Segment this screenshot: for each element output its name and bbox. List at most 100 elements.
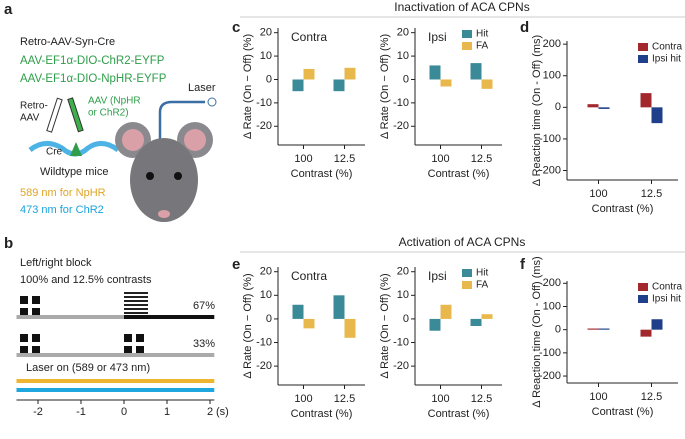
x-axis-label: Contrast (%) (592, 203, 654, 215)
stimulus (32, 338, 36, 342)
y-axis-label: Δ Rate (On − Off) (%) (242, 34, 254, 139)
cre-label: Cre (46, 147, 63, 158)
bar (640, 329, 652, 337)
section-title: Inactivation of ACA CPNs (394, 0, 529, 14)
laser-label: Laser (188, 82, 216, 94)
x-axis-label: Contrast (%) (291, 168, 353, 180)
y-tick-label: 20 (397, 266, 409, 278)
bar (651, 107, 663, 124)
stimulus (20, 338, 24, 342)
virus-label: AAV-EF1α-DIO-ChR2-EYFP (20, 55, 165, 67)
stimulus (20, 296, 24, 300)
panel-label: d (520, 19, 529, 36)
y-tick-label: -10 (393, 97, 409, 109)
x-tick-label: 12.5 (334, 153, 355, 165)
y-tick-label: 10 (260, 50, 272, 62)
stimulus (20, 312, 24, 316)
y-tick-label: 20 (397, 27, 409, 39)
legend-label: FA (476, 280, 489, 291)
fiber (158, 100, 205, 142)
legend-label: Ipsi hit (652, 294, 681, 305)
bar (344, 67, 356, 80)
y-tick-label: 200 (543, 277, 561, 289)
y-tick-label: -200 (539, 370, 561, 382)
y-tick-label: -10 (393, 336, 409, 348)
mouse-ear (184, 129, 206, 151)
chart-title: Ipsi (428, 30, 447, 44)
bar (429, 65, 441, 80)
y-tick-label: 100 (543, 70, 561, 82)
stimulus (124, 312, 148, 314)
x-tick-label: 100 (294, 393, 312, 405)
aav-label: or ChR2) (88, 108, 129, 119)
legend-label: Ipsi hit (652, 54, 681, 65)
stimulus (32, 334, 36, 338)
y-tick-label: 10 (397, 289, 409, 301)
x-tick-label: 12.5 (471, 153, 492, 165)
bar (470, 318, 482, 326)
x-tick-label: 12.5 (641, 188, 662, 200)
stimulus (36, 308, 40, 312)
y-tick-label: 10 (260, 289, 272, 301)
bar (333, 295, 345, 319)
panel-label: e (232, 256, 240, 273)
y-tick-label: 20 (260, 266, 272, 278)
y-tick-label: 0 (555, 101, 561, 113)
virus-label: Retro-AAV-Syn-Cre (20, 36, 115, 48)
stimulus (128, 350, 132, 354)
time-tick-label: -2 (33, 406, 43, 418)
bar (333, 79, 345, 92)
y-tick-label: 20 (260, 27, 272, 39)
y-tick-label: -20 (256, 360, 272, 372)
y-tick-label: -10 (256, 336, 272, 348)
wavelength-label: 589 nm for NpHR (20, 187, 106, 199)
virus-label: AAV-EF1α-DIO-NpHR-EYFP (20, 73, 167, 85)
y-tick-label: 200 (543, 38, 561, 50)
panel-label: c (232, 19, 240, 36)
stimulus (124, 292, 148, 294)
stimulus (32, 300, 36, 304)
x-tick-label: 12.5 (641, 391, 662, 403)
stimulus (32, 308, 36, 312)
bar (303, 318, 315, 329)
y-tick-label: -20 (393, 360, 409, 372)
bar (470, 63, 482, 80)
stimulus (124, 300, 148, 302)
y-tick-label: -100 (539, 133, 561, 145)
legend-label: Hit (476, 29, 488, 40)
stimulus (24, 308, 28, 312)
x-tick-label: 100 (431, 393, 449, 405)
bar (640, 93, 652, 108)
stimulus (36, 296, 40, 300)
stimulus (36, 350, 40, 354)
legend-swatch (638, 295, 648, 303)
x-tick-label: 100 (589, 391, 607, 403)
aav-label: AAV (NpHR (88, 96, 141, 107)
y-tick-label: 0 (266, 313, 272, 325)
stimulus (24, 296, 28, 300)
legend-swatch (462, 30, 472, 38)
syringe (46, 97, 63, 133)
x-tick-label: 12.5 (334, 393, 355, 405)
stimulus (128, 346, 132, 350)
y-tick-label: 10 (397, 50, 409, 62)
panel-label: f (520, 256, 526, 273)
bar (303, 68, 315, 80)
stimulus (124, 350, 128, 354)
stimulus (36, 338, 40, 342)
bar (344, 318, 356, 338)
y-tick-label: 0 (266, 73, 272, 85)
stimulus (124, 334, 128, 338)
bar (587, 328, 599, 330)
y-tick-label: 0 (555, 324, 561, 336)
x-axis-label: Contrast (%) (428, 168, 490, 180)
contrast-label: 100% and 12.5% contrasts (20, 274, 152, 286)
legend-swatch (638, 283, 648, 291)
stimulus (136, 346, 140, 350)
stimulus (24, 346, 28, 350)
retro-label: Retro- (20, 101, 48, 112)
bar (481, 314, 493, 319)
stimulus (36, 312, 40, 316)
stimulus (128, 338, 132, 342)
legend-label: Contra hit (652, 282, 685, 293)
